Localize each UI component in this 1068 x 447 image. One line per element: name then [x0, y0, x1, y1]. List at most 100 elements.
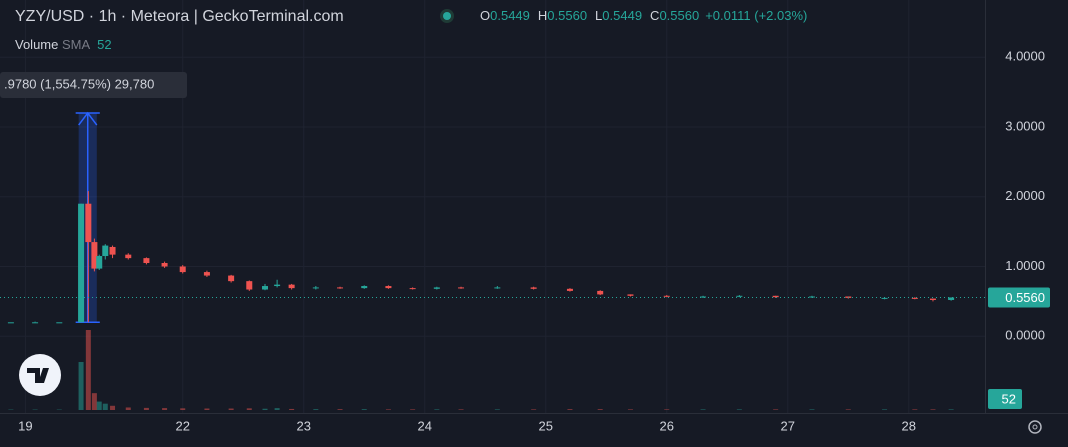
volume-bar	[948, 409, 954, 410]
indicator-type: SMA	[62, 37, 91, 52]
volume-bar	[274, 408, 280, 410]
settings-icon[interactable]	[1028, 420, 1042, 434]
volume-bar	[494, 409, 500, 410]
y-tick-label: 4.0000	[1005, 49, 1045, 64]
candle-body	[700, 296, 707, 298]
indicator-legend: Volume SMA 52	[15, 37, 112, 52]
volume-bar	[204, 408, 210, 410]
candle-body	[458, 287, 465, 289]
last-price-label: 0.5560	[1005, 290, 1045, 305]
volume-bar	[91, 393, 97, 410]
candle-body	[530, 287, 537, 289]
volume-sma-label: 52	[1002, 391, 1016, 406]
chart-title: YZY/USD · 1h · Meteora | GeckoTerminal.c…	[15, 8, 344, 25]
candle-body	[663, 295, 670, 297]
volume-bar	[912, 409, 918, 410]
x-tick-label: 19	[18, 418, 32, 433]
volume-bar	[313, 409, 319, 410]
candle-body	[96, 256, 103, 269]
candle-body	[246, 281, 253, 290]
x-tick-label: 23	[296, 418, 310, 433]
volume-bar	[262, 408, 268, 410]
ohlc-value: 0.5560	[547, 8, 587, 23]
volume-bar	[700, 409, 706, 410]
volume-bar	[228, 408, 234, 410]
candle-body	[597, 290, 604, 295]
y-tick-label: 2.0000	[1005, 188, 1045, 203]
candle-body	[566, 288, 573, 291]
ohlc-value: 0.5560	[659, 8, 699, 23]
candle-body	[627, 294, 634, 296]
candle-body	[433, 287, 440, 289]
volume-bar	[531, 409, 537, 410]
volume-bar	[930, 409, 936, 410]
volume-bar	[162, 408, 168, 410]
volume-bar	[845, 409, 851, 410]
candle-body	[409, 288, 416, 290]
volume-bar	[337, 409, 343, 410]
volume-bar	[882, 409, 888, 410]
axes: 0.0000 1.0000 2.0000 3.0000 4.0000 19 22 23 24 25…	[0, 49, 1050, 433]
x-tick-label: 22	[175, 418, 189, 433]
volume-bar	[289, 408, 295, 410]
volume-bar	[78, 362, 84, 410]
volume-bar	[361, 409, 367, 410]
candle-body	[274, 284, 281, 287]
candle-body	[143, 258, 150, 264]
candle-body	[78, 203, 85, 323]
candle-body	[85, 203, 92, 243]
ohlc-value: 0.5449	[602, 8, 642, 23]
measure-tooltip-box	[0, 72, 187, 98]
candle-body	[361, 286, 368, 289]
volume-bar	[627, 409, 633, 410]
settings-icon-core	[1032, 424, 1038, 430]
y-tick-label: 3.0000	[1005, 118, 1045, 133]
volume-bar	[597, 409, 603, 410]
x-tick-label: 28	[902, 418, 916, 433]
volume-bar	[180, 408, 186, 410]
y-tick-label: 1.0000	[1005, 258, 1045, 273]
ohlc-label: O	[480, 8, 490, 23]
candle-body	[911, 297, 918, 299]
candle-body	[929, 298, 936, 300]
measure-tooltip-label: .9780 (1,554.75%) 29,780	[4, 76, 154, 91]
volume-bar	[410, 409, 416, 410]
candle-body	[288, 284, 295, 289]
candle-body	[736, 295, 743, 297]
ohlc-change: +0.0111 (+2.03%)	[705, 8, 807, 23]
volume-bar	[809, 409, 815, 410]
candle-body	[337, 287, 344, 289]
candle-body	[948, 297, 955, 300]
volume-bar	[102, 403, 108, 410]
settings-button[interactable]	[1028, 420, 1042, 434]
ohlc-label: L	[595, 8, 602, 23]
logo-glyph	[27, 368, 49, 383]
volume-bar	[567, 409, 573, 410]
candle-body	[179, 266, 186, 273]
candle-body	[808, 296, 815, 298]
tv-logo[interactable]	[19, 354, 61, 396]
volume-bar	[458, 409, 464, 410]
candle-body	[109, 246, 116, 255]
volume-bar	[773, 409, 779, 410]
ohlc-label: C	[650, 8, 659, 23]
candle-body	[312, 287, 319, 289]
x-tick-label: 27	[781, 418, 795, 433]
volume-bar	[85, 330, 91, 410]
candle-body	[7, 322, 14, 324]
x-tick-label: 26	[660, 418, 674, 433]
candle-body	[161, 263, 168, 267]
volume-bar	[143, 407, 149, 410]
volume-bar	[434, 409, 440, 410]
candle-body	[32, 322, 39, 324]
volume-bar	[125, 407, 131, 410]
ohlc-value: 0.5449	[490, 8, 530, 23]
candle-body	[203, 272, 210, 276]
ohlc-legend: O0.5449 H0.5560 L0.5449 C0.5560 +0.0111 (+2.…	[480, 8, 807, 23]
candle-body	[125, 254, 132, 259]
candle-body	[56, 322, 63, 324]
indicator-name: Volume	[15, 37, 58, 52]
last-price-badge	[988, 287, 1050, 308]
x-tick-label: 24	[418, 418, 432, 433]
